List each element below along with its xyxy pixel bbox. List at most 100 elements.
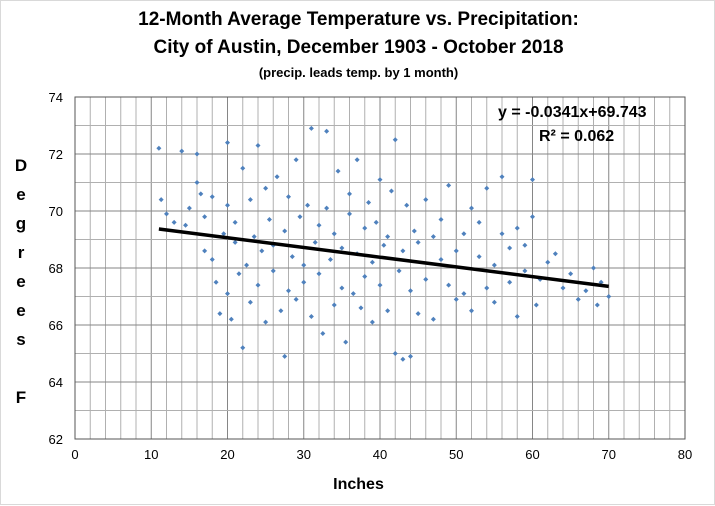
x-tick-label: 40 (373, 447, 387, 462)
data-point (331, 302, 337, 308)
y-tick-label: 68 (49, 261, 63, 276)
data-point (339, 285, 345, 291)
data-point (247, 197, 253, 203)
data-point (533, 302, 539, 308)
data-point (430, 316, 436, 322)
data-point (446, 282, 452, 288)
data-point (194, 151, 200, 157)
trendline-equation: y = -0.0341x+69.743 (498, 104, 647, 121)
data-point (469, 308, 474, 314)
data-point (347, 211, 352, 217)
data-point (415, 239, 421, 245)
data-point (366, 199, 372, 205)
data-point (274, 174, 280, 180)
data-point (575, 296, 581, 302)
y-tick-label: 74 (49, 90, 63, 105)
data-point (461, 231, 467, 237)
data-point (282, 228, 288, 234)
data-point (221, 231, 227, 237)
data-point (438, 217, 444, 223)
data-point (278, 308, 284, 314)
data-point (396, 268, 402, 274)
data-point (545, 259, 551, 265)
data-point (301, 279, 307, 285)
data-point (331, 231, 337, 237)
data-point (560, 285, 566, 291)
data-point (415, 311, 421, 317)
data-point (225, 202, 230, 208)
y-axis-label-letter: g (15, 214, 27, 233)
data-point (183, 222, 189, 228)
data-point (293, 157, 299, 163)
data-point (179, 148, 185, 154)
data-point (335, 168, 341, 174)
data-point (411, 228, 417, 234)
chart-subtitle: City of Austin, December 1903 - October … (153, 37, 564, 58)
x-axis-label: Inches (333, 476, 384, 493)
y-axis-label-letter: e (16, 185, 26, 204)
y-tick-label: 70 (49, 204, 63, 219)
trendline (158, 227, 609, 289)
data-point (552, 251, 558, 257)
data-point (423, 197, 429, 203)
data-point (362, 274, 368, 280)
data-point (385, 308, 391, 314)
data-point (594, 302, 600, 308)
data-point (156, 145, 162, 151)
data-point (377, 177, 383, 183)
data-point (297, 214, 303, 220)
plot-border (74, 96, 686, 440)
data-point (453, 248, 459, 254)
data-point (289, 254, 295, 260)
data-point (240, 345, 246, 351)
data-point (568, 271, 574, 277)
data-point (232, 239, 238, 245)
data-point (270, 268, 276, 274)
data-point (324, 205, 330, 211)
data-point (247, 299, 253, 305)
data-point (476, 219, 482, 225)
data-point (430, 234, 436, 240)
data-point (350, 291, 356, 297)
data-point (263, 319, 269, 325)
data-point (484, 185, 490, 191)
y-axis-label-letter: s (16, 330, 26, 349)
data-point (373, 219, 379, 225)
data-point (225, 140, 230, 146)
data-point (408, 353, 413, 359)
data-point (228, 316, 234, 322)
x-tick-label: 60 (525, 447, 539, 462)
data-point (400, 356, 406, 362)
data-point (392, 137, 398, 143)
data-point (286, 194, 291, 200)
data-point (282, 353, 288, 359)
data-point (385, 234, 391, 240)
data-point (266, 217, 272, 223)
data-point (358, 305, 364, 311)
y-axis-label-letter: e (16, 272, 26, 291)
x-tick-label: 50 (449, 447, 463, 462)
y-tick-label: 72 (49, 147, 63, 162)
y-tick-label: 62 (49, 432, 63, 447)
trendline-r2: R² = 0.062 (539, 128, 615, 145)
data-point (316, 222, 322, 228)
data-point (324, 128, 330, 134)
y-tick-label: 64 (49, 375, 63, 390)
data-point (213, 279, 219, 285)
data-point (164, 211, 169, 217)
data-point (522, 268, 528, 274)
data-point (308, 313, 314, 319)
data-point (469, 205, 474, 211)
y-tick-label: 66 (49, 318, 63, 333)
data-point (423, 276, 429, 282)
data-point (293, 296, 299, 302)
data-point (522, 242, 528, 248)
x-tick-label: 80 (678, 447, 692, 462)
data-point (263, 185, 269, 191)
data-point (171, 219, 177, 225)
y-axis-label-letter: F (15, 388, 27, 407)
data-point (259, 248, 265, 254)
data-point (198, 191, 204, 197)
